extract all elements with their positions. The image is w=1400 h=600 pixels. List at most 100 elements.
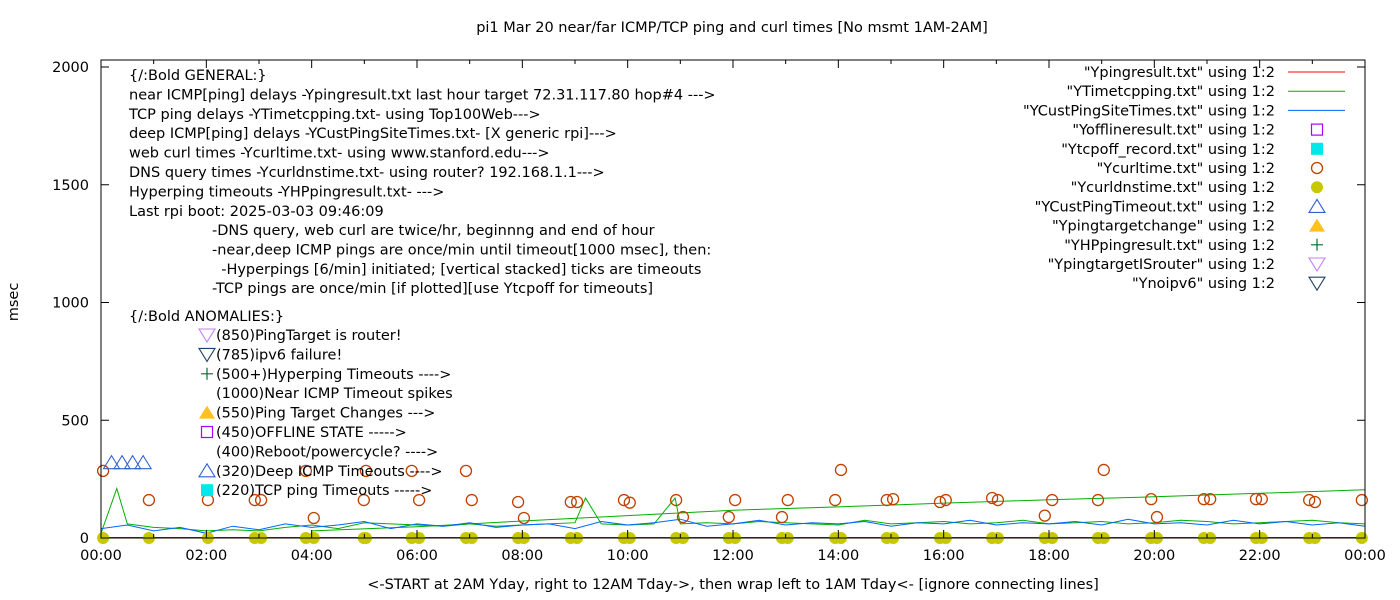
annotation-general-line: Hyperping timeouts -YHPpingresult.txt- -… [129, 184, 444, 200]
legend-symbol-filled-square-icon [1311, 142, 1323, 155]
data-point [201, 493, 215, 507]
legend-entry-label: "YTimetcpping.txt" using 1:2 [1067, 84, 1275, 100]
x-tick-label: 22:00 [1239, 548, 1281, 564]
data-point [676, 510, 690, 524]
data-point [1303, 493, 1316, 507]
x-tick-label: 16:00 [923, 548, 965, 564]
anomaly-symbol-open-triangle-down-icon [198, 347, 216, 363]
data-point [722, 510, 735, 524]
anomaly-symbol-filled-triangle-up-icon [199, 405, 215, 419]
data-point [405, 464, 418, 478]
data-point [142, 493, 156, 507]
y-tick-label: 2000 [52, 60, 89, 76]
anomalies-header: {/:Bold ANOMALIES:} [129, 309, 284, 325]
data-point [669, 493, 683, 507]
y-tick-label: 1000 [52, 296, 89, 312]
data-point [359, 464, 373, 478]
data-point [1197, 492, 1210, 506]
series-2 [311, 489, 1366, 532]
legend-entry-label: "Yofflineresult.txt" using 1:2 [1072, 123, 1275, 139]
data-point [623, 496, 636, 509]
legend-symbol-plus-icon [1311, 238, 1323, 251]
anomaly-item: (320)Deep ICMP Timeouts ----> [216, 464, 443, 480]
annotation-note-line: -Hyperpings [6/min] initiated; [vertical… [212, 262, 701, 278]
data-point [102, 454, 121, 470]
data-point [991, 493, 1005, 507]
data-point [829, 493, 842, 507]
x-tick-label: 00:00 [80, 548, 122, 564]
data-point [564, 495, 577, 509]
annotation-general-line: deep ICMP[ping] delays -YCustPingSiteTim… [129, 126, 617, 142]
legend-symbol-open-triangle-up-icon [1308, 198, 1326, 213]
annotation-general-line: web curl times -Ycurltime.txt- using www… [129, 146, 550, 162]
legend-entry-label: "Ycurldnstime.txt" using 1:2 [1071, 180, 1275, 196]
data-point [96, 464, 110, 478]
annotations: {/:Bold GENERAL:} near ICMP[ping] delays … [128, 68, 716, 499]
data-point [1097, 463, 1110, 477]
data-point [886, 492, 900, 506]
data-point [1091, 493, 1105, 507]
y-tick-label: 1500 [52, 178, 89, 194]
legend-symbol-filled-circle-icon [1311, 181, 1323, 194]
legend-entry-label: "Ypingtargetchange" using 1:2 [1052, 219, 1275, 235]
data-point [985, 491, 999, 505]
data-point [307, 511, 320, 525]
x-axis-label: <-START at 2AM Yday, right to 12AM Tday-… [367, 577, 1099, 593]
anomaly-symbol-open-triangle-down-icon [198, 328, 216, 344]
x-tick-label: 06:00 [396, 548, 438, 564]
data-point [254, 493, 268, 507]
anomaly-item: (1000)Near ICMP Timeout spikes [216, 386, 453, 402]
legend-entry-label: "YCustPingSiteTimes.txt" using 1:2 [1023, 103, 1275, 119]
y-tick-label: 0 [80, 531, 89, 547]
chart-title: pi1 Mar 20 near/far ICMP/TCP ping and cu… [476, 20, 988, 36]
data-point [1145, 492, 1158, 506]
data-point [617, 493, 631, 507]
data-point [1038, 509, 1051, 522]
series-6 [96, 463, 1368, 525]
data-point [113, 454, 132, 470]
series-1 [100, 486, 1366, 534]
data-point [123, 454, 142, 470]
data-point [511, 495, 525, 509]
data-point [728, 493, 742, 507]
annotation-general-line: Last rpi boot: 2025-03-03 09:46:09 [129, 204, 384, 220]
data-point [933, 495, 947, 509]
data-point [465, 493, 478, 507]
data-point [1150, 510, 1164, 524]
series-8 [102, 454, 153, 470]
data-point [299, 464, 313, 478]
anomaly-symbol-filled-square-icon [201, 484, 213, 497]
y-axis-label: msec [6, 283, 22, 322]
legend-symbol-open-circle-icon [1310, 161, 1324, 175]
legend-entry-label: "YHPpingresult.txt" using 1:2 [1064, 238, 1275, 254]
x-tick-label: 08:00 [501, 548, 543, 564]
series-line [100, 518, 1366, 534]
data-point [1355, 493, 1368, 507]
legend-symbol-filled-triangle-up-icon [1309, 218, 1325, 232]
anomaly-symbol-open-square-icon [200, 425, 214, 439]
anomaly-symbol-plus-icon [201, 367, 213, 380]
series-3 [100, 518, 1366, 534]
data-point [570, 495, 584, 509]
legend-entry-label: "YpingtargetISrouter" using 1:2 [1048, 257, 1275, 273]
legend-entry-label: "Ynoipv6" using 1:2 [1132, 276, 1275, 292]
legend-entry-label: "Ypingresult.txt" using 1:2 [1084, 65, 1275, 81]
anomaly-item: (550)Ping Target Changes ---> [216, 406, 435, 422]
x-tick-label: 20:00 [1133, 548, 1175, 564]
data-point [459, 464, 473, 478]
annotation-general-line: near ICMP[ping] delays -Ypingresult.txt … [129, 87, 716, 103]
legend-symbol-open-triangle-down-icon [1308, 276, 1326, 292]
data-point [834, 463, 848, 477]
data-point [1255, 492, 1268, 506]
x-tick-label: 18:00 [1028, 548, 1070, 564]
x-tick-label: 12:00 [712, 548, 754, 564]
data-point [1308, 495, 1322, 509]
x-tick-label: 00:00 [1344, 548, 1386, 564]
anomaly-item: (785)ipv6 failure! [216, 347, 342, 363]
data-point [248, 493, 261, 507]
data-point [880, 493, 893, 507]
y-tick-label: 500 [61, 413, 89, 429]
anomaly-item: (850)PingTarget is router! [216, 328, 402, 344]
annotation-note-line: -near,deep ICMP pings are once/min until… [212, 242, 711, 258]
